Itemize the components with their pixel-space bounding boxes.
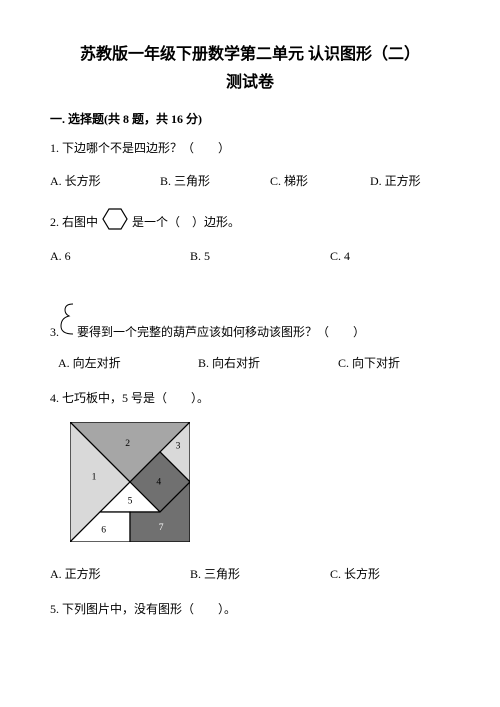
q2-options: A. 6 B. 5 C. 4 [50,249,450,264]
section-heading: 一. 选择题(共 8 题，共 16 分) [50,110,450,127]
q2-text: 2. 右图中 是一个（ ）边形。 [50,207,450,235]
tangram-label-7: 7 [159,522,164,533]
q1-text: 1. 下边哪个不是四边形？（ ） [50,139,450,158]
q4-opt-c: C. 长方形 [330,565,410,582]
q4-opt-b: B. 三角形 [190,565,330,582]
q2-opt-b: B. 5 [190,249,330,264]
tangram-figure: 1 2 3 4 5 6 7 [70,422,450,547]
tangram-label-2: 2 [125,438,130,449]
q3-opt-c: C. 向下对折 [338,354,418,371]
q3-options: A. 向左对折 B. 向右对折 C. 向下对折 [50,354,450,371]
title-line2: 测试卷 [50,68,450,92]
q3-opt-a: A. 向左对折 [58,354,198,371]
q4-opt-a: A. 正方形 [50,565,190,582]
q3-opt-b: B. 向右对折 [198,354,338,371]
q1-opt-d: D. 正方形 [370,172,421,189]
q1-options: A. 长方形 B. 三角形 C. 梯形 D. 正方形 [50,172,450,189]
q2-pre: 2. 右图中 [50,213,98,230]
q1-opt-c: C. 梯形 [270,172,370,189]
q2-opt-a: A. 6 [50,249,190,264]
tangram-label-1: 1 [92,472,97,483]
q4-options: A. 正方形 B. 三角形 C. 长方形 [50,565,450,582]
q3-text: 要得到一个完整的葫芦应该如何移动该图形？（ ） [77,323,365,340]
q3-num: 3. [50,325,59,340]
half-gourd-icon [59,302,75,340]
q1-opt-a: A. 长方形 [50,172,160,189]
q4-text: 4. 七巧板中，5 号是（ ）。 [50,389,450,408]
hexagon-icon [102,207,128,235]
q5-text: 5. 下列图片中，没有图形（ ）。 [50,600,450,619]
q1-opt-b: B. 三角形 [160,172,270,189]
test-paper-page: 苏教版一年级下册数学第二单元 认识图形（二） 测试卷 一. 选择题(共 8 题，… [0,0,500,654]
tangram-label-4: 4 [156,477,161,488]
q2-post: 是一个（ ）边形。 [132,213,240,230]
tangram-label-3: 3 [176,441,181,452]
tangram-label-6: 6 [101,525,106,536]
q2-opt-c: C. 4 [330,249,410,264]
tangram-label-5: 5 [128,496,133,507]
q3: 3. 要得到一个完整的葫芦应该如何移动该图形？（ ） [50,302,450,340]
title-line1: 苏教版一年级下册数学第二单元 认识图形（二） [50,40,450,64]
